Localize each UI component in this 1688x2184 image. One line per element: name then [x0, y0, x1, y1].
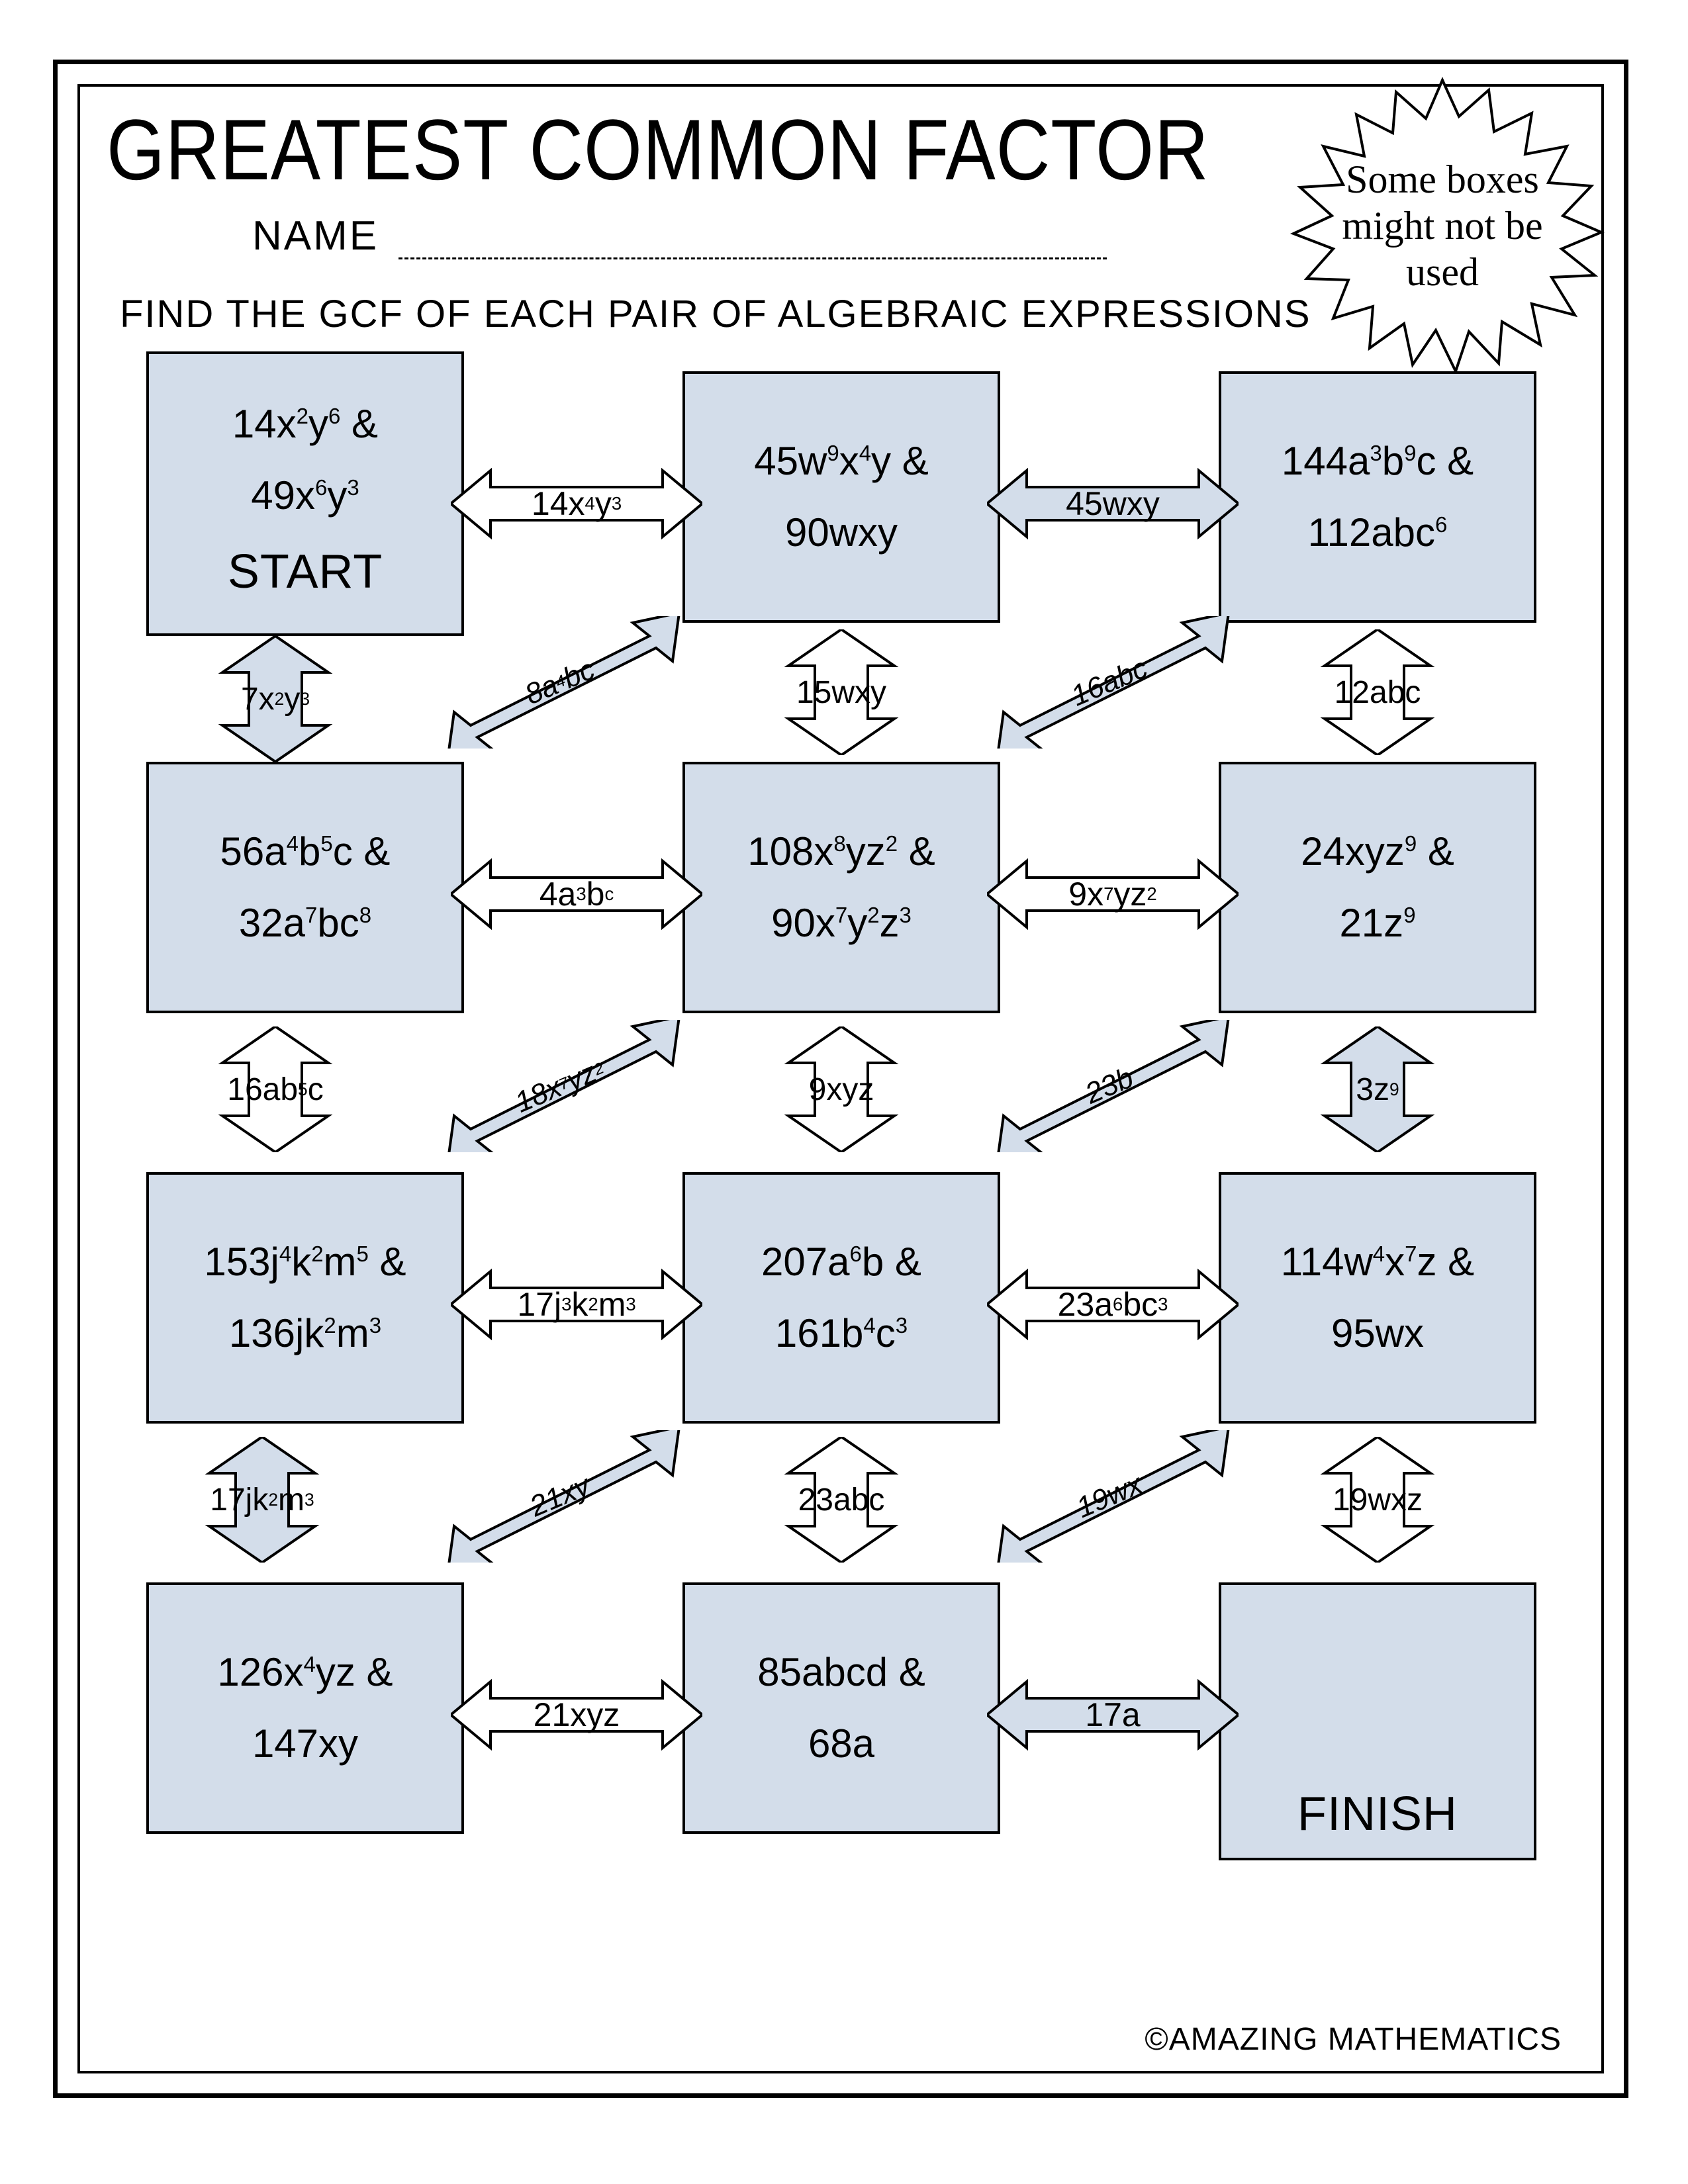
maze-box: 85abcd &68a	[682, 1582, 1000, 1834]
h-arrow: 17a	[987, 1675, 1239, 1754]
box-expr: 49x6y3	[251, 473, 359, 518]
h-arrow: 23a6bc3	[987, 1265, 1239, 1344]
copyright: ©AMAZING MATHEMATICS	[1145, 2021, 1562, 2058]
h-arrow: 9x7yz2	[987, 854, 1239, 934]
maze-box-start: 14x2y6 & 49x6y3 START	[146, 351, 464, 636]
name-field: NAME	[252, 212, 1107, 259]
h-arrow: 17j3k2m3	[451, 1265, 702, 1344]
v-arrow: 7x2y3	[206, 636, 345, 762]
maze-box-finish: FINISH	[1219, 1582, 1536, 1860]
name-label: NAME	[252, 213, 379, 259]
maze-box: 207a6b &161b4c3	[682, 1172, 1000, 1424]
maze-box: 108x8yz2 &90x7y2z3	[682, 762, 1000, 1013]
h-arrow: 21xyz	[451, 1675, 702, 1754]
maze-box: 114w4x7z &95wx	[1219, 1172, 1536, 1424]
start-label: START	[228, 545, 383, 599]
inner-frame: GREATEST COMMON FACTOR NAME FIND THE GCF…	[77, 84, 1604, 2073]
outer-frame: GREATEST COMMON FACTOR NAME FIND THE GCF…	[53, 60, 1628, 2098]
maze-box: 24xyz9 &21z9	[1219, 762, 1536, 1013]
v-arrow: 12abc	[1308, 629, 1447, 755]
svg-text:might not be: might not be	[1342, 204, 1542, 248]
maze-container: 14x2y6 & 49x6y3 START 45w9x4y &90wxy 144a…	[120, 351, 1563, 2019]
v-arrow: 23abc	[772, 1437, 911, 1563]
box-expr: 14x2y6 &	[232, 402, 378, 446]
h-arrow: 4a3bc	[451, 854, 702, 934]
v-arrow: 9xyz	[772, 1026, 911, 1152]
maze-box: 126x4yz &147xy	[146, 1582, 464, 1834]
v-arrow: 3z9	[1308, 1026, 1447, 1152]
svg-text:Some boxes: Some boxes	[1346, 158, 1539, 201]
d-arrow: 18x7yz2	[418, 1020, 702, 1152]
name-line[interactable]	[399, 226, 1107, 259]
v-arrow: 17jk2m3	[193, 1437, 332, 1563]
maze-box: 56a4b5c &32a7bc8	[146, 762, 464, 1013]
instruction-text: FIND THE GCF OF EACH PAIR OF ALGEBRAIC E…	[120, 292, 1311, 336]
d-arrow: 16abc	[967, 616, 1252, 749]
page-title: GREATEST COMMON FACTOR	[107, 100, 1209, 199]
svg-text:used: used	[1406, 250, 1479, 294]
maze-box: 153j4k2m5 &136jk2m3	[146, 1172, 464, 1424]
v-arrow: 16ab5c	[206, 1026, 345, 1152]
d-arrow: 21xy	[418, 1430, 702, 1563]
finish-label: FINISH	[1297, 1787, 1458, 1841]
v-arrow: 19wxz	[1308, 1437, 1447, 1563]
h-arrow: 14x4y3	[451, 464, 702, 543]
maze-box: 45w9x4y &90wxy	[682, 371, 1000, 623]
h-arrow: 45wxy	[987, 464, 1239, 543]
d-arrow: 23b	[967, 1020, 1252, 1152]
d-arrow: 19wx	[967, 1430, 1252, 1563]
d-arrow: 8a4bc	[418, 616, 702, 749]
v-arrow: 15wxy	[772, 629, 911, 755]
maze-box: 144a3b9c &112abc6	[1219, 371, 1536, 623]
starburst-callout: Some boxes might not be used	[1257, 67, 1628, 385]
